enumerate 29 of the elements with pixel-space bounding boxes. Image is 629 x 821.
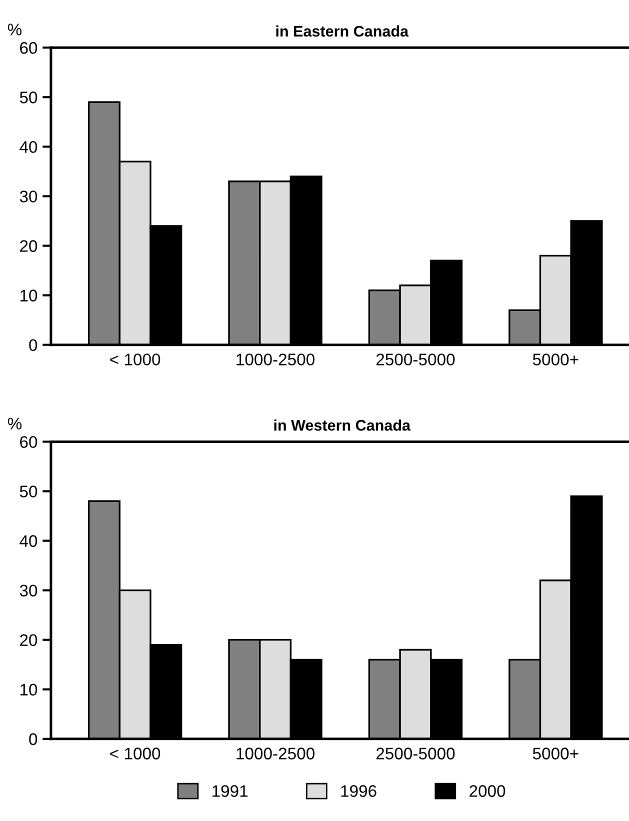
y-tick-label: 60 bbox=[20, 436, 38, 448]
y-tick-label: 50 bbox=[20, 92, 38, 104]
y-tick-label: 60 bbox=[20, 42, 38, 54]
y-tick-label: 20 bbox=[20, 634, 38, 646]
y-axis-title: % bbox=[8, 418, 22, 430]
x-tick-label: 5000+ bbox=[532, 354, 578, 366]
y-tick-label: 0 bbox=[29, 733, 38, 746]
legend-label: 1996 bbox=[341, 785, 376, 797]
y-tick-label: 20 bbox=[20, 240, 38, 252]
x-tick-label: < 1000 bbox=[110, 748, 160, 760]
x-tick-label: 5000+ bbox=[532, 748, 578, 760]
y-tick-label: 10 bbox=[20, 684, 38, 696]
y-tick-label: 10 bbox=[20, 290, 38, 302]
x-tick-label: 1000-2500 bbox=[236, 354, 314, 366]
x-tick-label: 2500-5000 bbox=[376, 748, 455, 760]
y-axis-title: % bbox=[8, 24, 22, 36]
y-tick-label: 40 bbox=[20, 141, 38, 153]
legend-label: 2000 bbox=[470, 785, 506, 797]
x-tick-label: 1000-2500 bbox=[236, 748, 314, 760]
y-tick-label: 0 bbox=[29, 339, 38, 352]
y-tick-label: 30 bbox=[20, 190, 38, 202]
x-tick-label: 2500-5000 bbox=[376, 354, 455, 366]
y-tick-label: 40 bbox=[20, 535, 38, 547]
y-tick-label: 30 bbox=[20, 584, 38, 596]
chart-title: in Eastern Canada bbox=[276, 25, 409, 37]
x-tick-label: < 1000 bbox=[110, 354, 160, 366]
y-tick-label: 50 bbox=[20, 486, 38, 498]
legend-label: 1991 bbox=[212, 785, 248, 797]
chart-title: in Western Canada bbox=[274, 420, 411, 431]
